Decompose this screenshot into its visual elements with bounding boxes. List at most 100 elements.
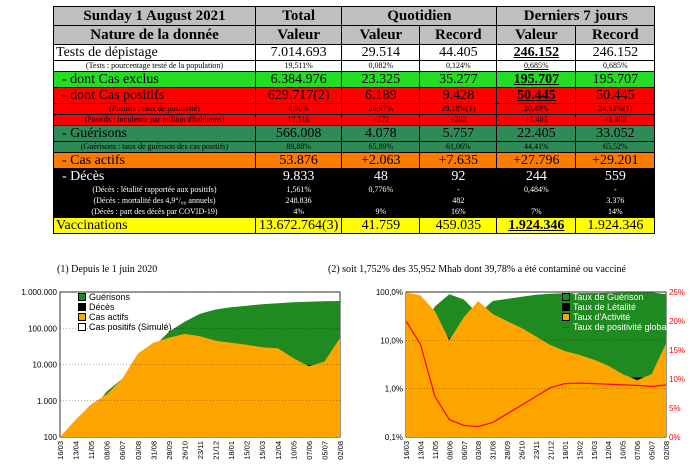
table-body: Sunday 1 August 2021 Total Quotidien Der… xyxy=(53,6,656,234)
row-cas-actifs-total: 53.876 xyxy=(254,152,343,169)
legend-label: Taux de positivité global xyxy=(573,322,669,332)
row-part-deces-label: (Décès : part des décès par COVID-19) xyxy=(53,206,256,218)
y2-tick-label: 20% xyxy=(669,317,685,326)
x-tick-label: 06/07 xyxy=(118,441,127,460)
row-letalite-w-val: 0,484% xyxy=(496,184,577,196)
row-incidence-label: (Positifs : incidence par million d'habi… xyxy=(53,114,256,126)
row-tests-percent: (Tests : pourcentage testé de la populat… xyxy=(53,60,656,72)
legend-item: Guérisons xyxy=(78,292,172,302)
row-part-deces-q-val: 9% xyxy=(341,206,421,218)
x-tick-label: 11/05 xyxy=(431,441,440,459)
row-guerisons-q-val: 4.078 xyxy=(341,125,421,142)
row-tests: Tests de dépistage 7.014.693 29.514 44.405 2… xyxy=(53,44,656,61)
7j-valeur-header: Valeur xyxy=(496,25,577,45)
row-letalite-q-rec: - xyxy=(419,184,498,196)
legend-item: Taux de Létalité xyxy=(562,302,669,312)
row-part-deces-total: 4% xyxy=(254,206,343,218)
row-mortalite-w-rec: 3.376 xyxy=(575,195,656,207)
y-tick-label: 10.000 xyxy=(33,361,58,370)
y2-tick-label: 5% xyxy=(669,404,681,413)
rates-chart: 100,0% 10,0% 1,0% 0,1% 16/03 13/04 11/05 08/06 0… xyxy=(350,282,699,472)
row-positivite-total: 8,98% xyxy=(254,103,343,115)
legend-swatch xyxy=(562,326,570,328)
quotidien-header: Quotidien xyxy=(341,6,498,26)
x-tick-label: 18/01 xyxy=(561,441,570,460)
x-tick-label: 12/04 xyxy=(604,441,613,460)
row-tests-percent-q-val: 0,082% xyxy=(341,60,421,72)
legend-item: Taux de positivité global xyxy=(562,322,669,332)
x-tick-label: 26/10 xyxy=(180,441,189,460)
row-cas-exclus-w-rec: 195.707 xyxy=(575,71,656,88)
x-tick-label: 12/04 xyxy=(274,441,283,460)
row-cas-exclus: - dont Cas exclus 6.384.976 23.325 35.277 19… xyxy=(53,71,656,88)
x-tick-label: 15/02 xyxy=(243,441,252,460)
row-tests-percent-w-val: 0,685% xyxy=(496,60,577,72)
row-guerisons-total: 566.008 xyxy=(254,125,343,142)
row-part-deces-w-val: 7% xyxy=(496,206,577,218)
area-cas-actifs xyxy=(60,333,340,437)
x-tick-label: 08/06 xyxy=(445,441,454,460)
x-tick-label: 16/03 xyxy=(56,441,65,460)
legend-label: Taux de Létalité xyxy=(573,302,637,312)
row-mortalite-w-val xyxy=(496,195,577,207)
y-tick-label: 1,0% xyxy=(385,385,403,394)
x-tick-label: 15/03 xyxy=(590,441,599,460)
x-tick-label: 21/12 xyxy=(546,441,555,460)
header-row-1: Sunday 1 August 2021 Total Quotidien Der… xyxy=(53,6,656,26)
y-tick-label: 100 xyxy=(44,433,58,442)
row-cas-actifs-q-rec: +7.635 xyxy=(419,152,498,169)
row-deces-total: 9.833 xyxy=(254,168,343,185)
row-cas-positifs-label: - dont Cas positifs xyxy=(53,87,256,104)
row-cas-exclus-label: - dont Cas exclus xyxy=(53,71,256,88)
row-cas-exclus-q-rec: 35.277 xyxy=(419,71,498,88)
row-incidence-w-rec: +1.403 xyxy=(575,114,656,126)
row-mortalite-q-val xyxy=(341,195,421,207)
row-incidence-total: 17.516 xyxy=(254,114,343,126)
row-cas-actifs-q-val: +2.063 xyxy=(341,152,421,169)
legend-swatch xyxy=(78,293,86,301)
x-tick-label: 13/04 xyxy=(72,441,81,460)
row-part-deces-q-rec: 16% xyxy=(419,206,498,218)
row-deces-w-val: 244 xyxy=(496,168,577,185)
row-vaccinations-total: 13.672.764(3) xyxy=(254,217,343,234)
x-tick-label: 26/10 xyxy=(518,441,527,460)
x-tick-label: 02/08 xyxy=(662,441,671,460)
row-guerisons-w-rec: 33.052 xyxy=(575,125,656,142)
row-positivite-label: (Positifs : taux de positivité) xyxy=(53,103,256,115)
nature-header: Nature de la donnée xyxy=(53,25,256,45)
row-deces-w-rec: 559 xyxy=(575,168,656,185)
area-taux-d-activit- xyxy=(406,292,666,437)
row-tests-q-val: 29.514 xyxy=(341,44,421,61)
row-deces-q-val: 48 xyxy=(341,168,421,185)
row-cas-positifs-q-val: 6.189 xyxy=(341,87,421,104)
x-tick-label: 15/03 xyxy=(258,441,267,460)
x-tick-label: 05/07 xyxy=(320,441,329,460)
x-tick-label: 05/07 xyxy=(648,441,657,460)
total-valeur-header: Valeur xyxy=(254,25,343,45)
x-tick-label: 31/08 xyxy=(149,441,158,460)
row-letalite-q-val: 0,776% xyxy=(341,184,421,196)
x-tick-label: 18/01 xyxy=(227,441,236,460)
row-cas-positifs-w-rec: 50.445 xyxy=(575,87,656,104)
row-cas-exclus-w-val: 195.707 xyxy=(496,71,577,88)
x-tick-label: 06/07 xyxy=(460,441,469,460)
row-incidence-q-rec: +262 xyxy=(419,114,498,126)
x-tick-label: 28/09 xyxy=(165,441,174,460)
footnote-right: (2) soit 1,752% des 35,952 Mhab dont 39,… xyxy=(328,264,626,275)
total-header: Total xyxy=(254,6,343,26)
y-tick-label: 100.000 xyxy=(28,324,57,333)
y-tick-label: 1.000.000 xyxy=(21,288,57,297)
row-vaccinations-w-val: 1.924.346 xyxy=(496,217,577,234)
row-taux-guerison-q-val: 65,89% xyxy=(341,141,421,153)
row-cas-positifs-total: 629.717(2) xyxy=(254,87,343,104)
y2-tick-label: 10% xyxy=(669,375,685,384)
row-guerisons-label: - Guérisons xyxy=(53,125,256,142)
rates-chart-svg: 100,0% 10,0% 1,0% 0,1%16/03 13/04 11/05 08/06 0… xyxy=(376,288,685,460)
row-tests-label: Tests de dépistage xyxy=(53,44,256,61)
row-deces-q-rec: 92 xyxy=(419,168,498,185)
row-vaccinations-q-val: 41.759 xyxy=(341,217,421,234)
y-tick-label: 1.000 xyxy=(37,397,58,406)
row-tests-total: 7.014.693 xyxy=(254,44,343,61)
legend-swatch xyxy=(78,313,86,321)
row-taux-guerison-label: (Guérisons : taux de guérison des cas po… xyxy=(53,141,256,153)
